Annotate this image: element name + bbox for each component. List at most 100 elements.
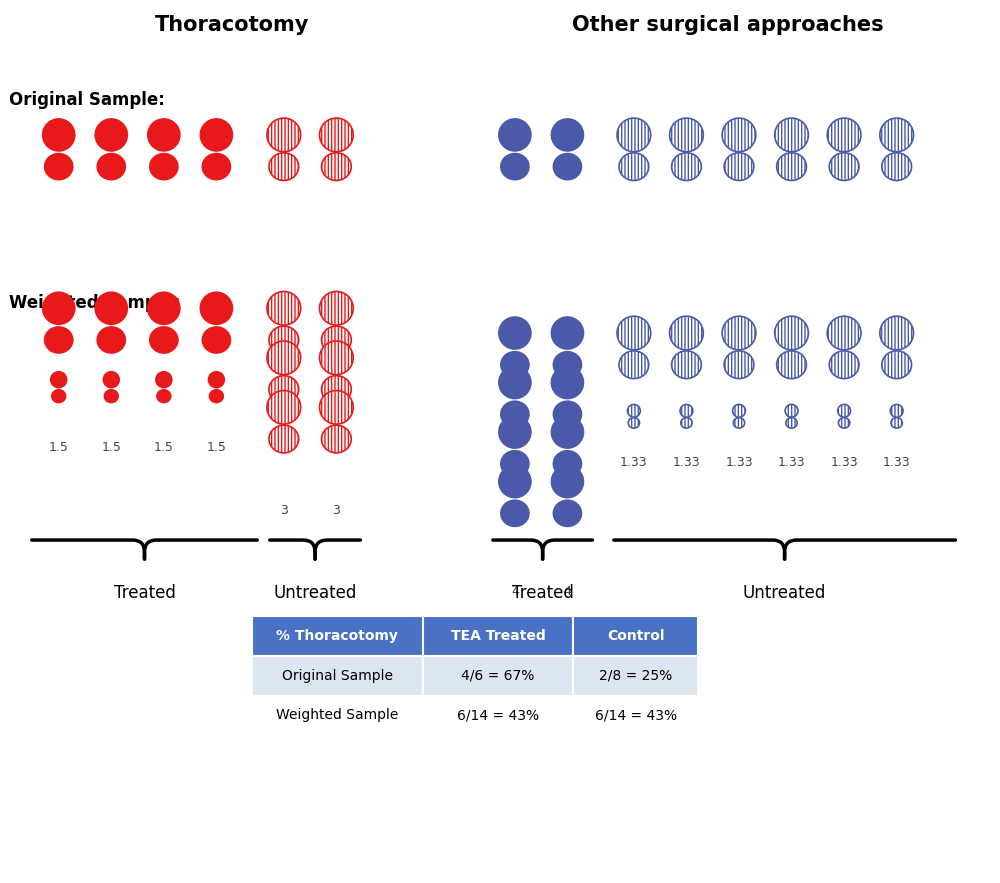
- Circle shape: [775, 118, 808, 152]
- Circle shape: [670, 316, 703, 350]
- Text: 1.5: 1.5: [49, 441, 69, 454]
- Circle shape: [827, 316, 861, 350]
- Circle shape: [880, 118, 914, 152]
- Circle shape: [94, 118, 128, 152]
- Circle shape: [551, 366, 584, 399]
- Text: 1.5: 1.5: [206, 441, 226, 454]
- Circle shape: [551, 316, 584, 350]
- FancyBboxPatch shape: [252, 656, 423, 696]
- Circle shape: [267, 390, 301, 424]
- Text: TEA Treated: TEA Treated: [451, 630, 545, 643]
- Text: 1.5: 1.5: [154, 441, 174, 454]
- Text: % Thoracotomy: % Thoracotomy: [276, 630, 398, 643]
- Circle shape: [498, 464, 532, 499]
- Text: Untreated: Untreated: [743, 584, 826, 601]
- Text: 3: 3: [280, 504, 288, 517]
- Text: Treated: Treated: [512, 584, 574, 601]
- Circle shape: [498, 366, 532, 399]
- Circle shape: [267, 341, 301, 374]
- Text: 1.33: 1.33: [830, 456, 858, 469]
- Text: 4: 4: [511, 585, 519, 598]
- Ellipse shape: [777, 153, 806, 180]
- Circle shape: [50, 371, 67, 389]
- FancyBboxPatch shape: [573, 696, 698, 736]
- Ellipse shape: [777, 351, 806, 379]
- FancyBboxPatch shape: [423, 696, 573, 736]
- Ellipse shape: [149, 153, 179, 180]
- Circle shape: [147, 291, 181, 325]
- Circle shape: [680, 404, 693, 417]
- Ellipse shape: [44, 153, 74, 180]
- Circle shape: [551, 415, 584, 449]
- FancyBboxPatch shape: [573, 616, 698, 656]
- Ellipse shape: [681, 418, 692, 428]
- Ellipse shape: [269, 326, 299, 354]
- Ellipse shape: [156, 389, 172, 404]
- Ellipse shape: [96, 326, 126, 354]
- Ellipse shape: [149, 326, 179, 354]
- Circle shape: [722, 118, 756, 152]
- Circle shape: [838, 404, 851, 417]
- Text: 1.5: 1.5: [101, 441, 121, 454]
- FancyBboxPatch shape: [252, 696, 423, 736]
- Ellipse shape: [882, 351, 912, 379]
- Ellipse shape: [322, 425, 351, 453]
- Ellipse shape: [553, 450, 582, 478]
- Text: 1.33: 1.33: [778, 456, 805, 469]
- Circle shape: [827, 118, 861, 152]
- Ellipse shape: [322, 326, 351, 354]
- Circle shape: [267, 118, 301, 152]
- Ellipse shape: [500, 400, 530, 428]
- Text: 1.33: 1.33: [673, 456, 700, 469]
- Circle shape: [722, 316, 756, 350]
- Circle shape: [880, 316, 914, 350]
- Circle shape: [320, 341, 353, 374]
- Circle shape: [42, 291, 76, 325]
- Circle shape: [670, 118, 703, 152]
- Circle shape: [94, 291, 128, 325]
- Ellipse shape: [672, 351, 701, 379]
- Text: Control: Control: [607, 630, 665, 643]
- Ellipse shape: [202, 326, 231, 354]
- Ellipse shape: [829, 153, 859, 180]
- Ellipse shape: [104, 389, 119, 404]
- Ellipse shape: [882, 153, 912, 180]
- Ellipse shape: [786, 418, 797, 428]
- Text: 6/14 = 43%: 6/14 = 43%: [457, 708, 539, 722]
- Ellipse shape: [269, 153, 299, 180]
- Circle shape: [890, 404, 903, 417]
- Text: Original Sample: Original Sample: [282, 668, 393, 683]
- Text: Thoracotomy: Thoracotomy: [155, 15, 309, 35]
- Ellipse shape: [269, 375, 299, 404]
- Text: 1.33: 1.33: [725, 456, 753, 469]
- Text: Untreated: Untreated: [274, 584, 357, 601]
- Circle shape: [785, 404, 798, 417]
- Circle shape: [617, 118, 651, 152]
- Circle shape: [147, 118, 181, 152]
- Circle shape: [267, 291, 301, 325]
- Text: Weighted Sample: Weighted Sample: [276, 708, 399, 722]
- FancyBboxPatch shape: [573, 656, 698, 696]
- Ellipse shape: [724, 351, 754, 379]
- Circle shape: [627, 404, 640, 417]
- Ellipse shape: [96, 153, 126, 180]
- Text: 4/6 = 67%: 4/6 = 67%: [461, 668, 535, 683]
- Text: Original Sample:: Original Sample:: [9, 91, 165, 109]
- Ellipse shape: [51, 389, 66, 404]
- Ellipse shape: [838, 418, 850, 428]
- Ellipse shape: [269, 425, 299, 453]
- Ellipse shape: [500, 153, 530, 180]
- Circle shape: [551, 464, 584, 499]
- Ellipse shape: [891, 418, 902, 428]
- Circle shape: [498, 415, 532, 449]
- Circle shape: [617, 316, 651, 350]
- Ellipse shape: [724, 153, 754, 180]
- Ellipse shape: [619, 351, 649, 379]
- Ellipse shape: [322, 375, 351, 404]
- Ellipse shape: [500, 351, 530, 379]
- Ellipse shape: [44, 326, 74, 354]
- FancyBboxPatch shape: [252, 616, 423, 656]
- Ellipse shape: [733, 418, 745, 428]
- Circle shape: [200, 291, 233, 325]
- Ellipse shape: [500, 450, 530, 478]
